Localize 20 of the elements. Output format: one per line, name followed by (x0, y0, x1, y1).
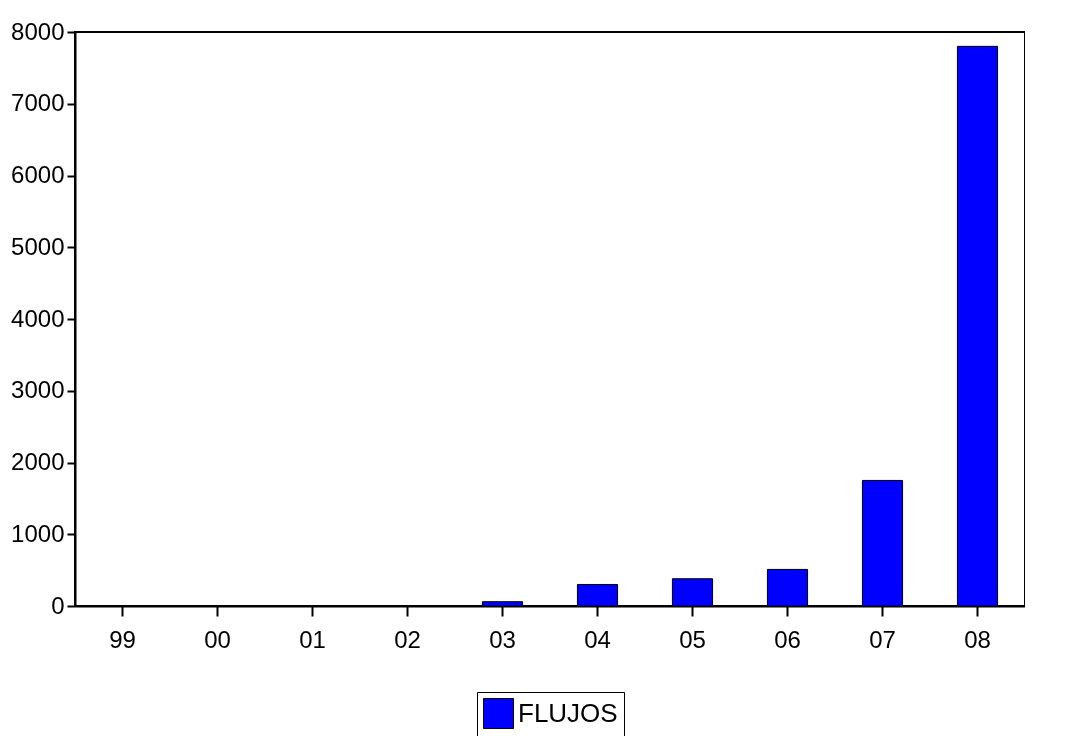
y-tick-label: 7000 (11, 89, 65, 117)
y-tick-label: 1000 (11, 519, 65, 547)
y-tick-label: 8000 (11, 17, 65, 45)
x-tick-label: 02 (394, 625, 421, 653)
y-tick-label: 4000 (11, 304, 65, 332)
x-tick-label: 04 (584, 625, 611, 653)
x-tick-label: 01 (299, 625, 326, 653)
x-tick-label: 03 (489, 625, 516, 653)
y-tick-label: 0 (51, 591, 65, 619)
y-tick-label: 3000 (11, 376, 65, 404)
x-tick-label: 05 (679, 625, 706, 653)
x-tick-label: 00 (204, 625, 231, 653)
y-tick-label: 6000 (11, 161, 65, 188)
x-tick-label: 06 (774, 625, 801, 653)
y-tick-label: 2000 (11, 448, 65, 475)
y-tick-label: 5000 (11, 232, 65, 260)
x-tick-label: 08 (964, 625, 991, 653)
x-tick-label: 07 (869, 625, 896, 653)
x-tick-label: 99 (109, 625, 136, 653)
legend-label: FLUJOS (518, 697, 618, 728)
